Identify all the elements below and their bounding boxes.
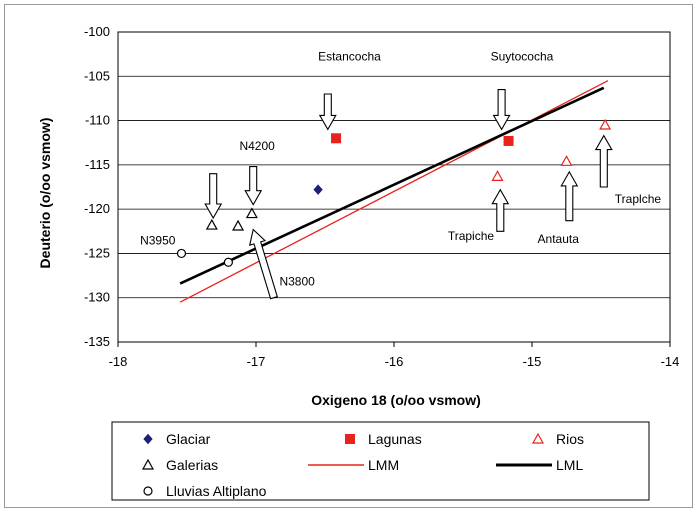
y-tick-label: -120 — [84, 201, 110, 216]
annotation-label: N3950 — [140, 234, 176, 248]
annotation-label: N3800 — [279, 274, 315, 288]
y-tick-label: -125 — [84, 245, 110, 260]
annotation-arrow — [594, 134, 613, 188]
point-lluvias-altiplano — [176, 248, 187, 259]
point-rios — [560, 155, 573, 166]
legend-label: LML — [556, 457, 583, 473]
annotation-arrow — [560, 170, 579, 222]
point-galerias — [205, 218, 218, 230]
point-lagunas — [331, 133, 342, 144]
chart-frame — [4, 4, 693, 508]
legend-label: Rios — [556, 431, 584, 447]
point-glaciar — [313, 184, 323, 195]
legend-box — [111, 421, 650, 501]
data-markers — [176, 118, 612, 267]
legend: Glaciar Lagunas Rios Galerias LMM LML Lluvias … — [111, 421, 650, 501]
legend-marker-lagunas — [345, 434, 355, 444]
x-axis-title: Oxigeno 18 (o/oo vsmow) — [311, 392, 481, 408]
series-line-lml — [179, 86, 605, 285]
point-rios — [599, 118, 612, 130]
annotation-label: Suytococha — [491, 49, 554, 63]
annotation-labels: Estancocha Suytococha N4200 N3950 N3800 Trapi… — [140, 49, 661, 288]
x-tick-label: -15 — [523, 354, 542, 369]
y-tick-label: -105 — [84, 68, 110, 83]
annotation-arrow — [318, 93, 337, 131]
annotation-label: N4200 — [239, 139, 275, 153]
legend-marker-lluvias-altiplano — [143, 486, 153, 496]
point-lluvias-altiplano — [223, 257, 233, 267]
annotation-arrow — [244, 166, 263, 206]
point-galerias — [232, 219, 245, 231]
annotation-arrow — [204, 173, 223, 220]
plot-area — [117, 31, 671, 343]
legend-marker-rios — [531, 432, 545, 444]
y-tick-label: -115 — [85, 157, 110, 172]
annotation-arrow — [491, 188, 510, 232]
annotation-label: Estancocha — [318, 49, 381, 63]
annotation-arrows — [204, 89, 613, 300]
annotation-arrow — [248, 228, 278, 300]
x-tick-label: -18 — [109, 354, 128, 369]
legend-label: Lluvias Altiplano — [166, 483, 267, 499]
series-lines — [179, 80, 609, 303]
legend-marker-galerias — [141, 458, 155, 470]
series-line-lmm — [179, 80, 609, 303]
legend-label: Galerias — [166, 457, 218, 473]
y-axis-title: Deuterio (o/oo vsmow) — [37, 118, 53, 269]
y-tick-label: -130 — [84, 290, 110, 305]
y-tick-label: -135 — [84, 334, 110, 349]
y-tick-label: -110 — [85, 113, 110, 128]
legend-label: Lagunas — [368, 431, 422, 447]
x-tick-label: -14 — [661, 354, 680, 369]
legend-label: Glaciar — [166, 431, 211, 447]
grid-lines — [117, 75, 671, 347]
x-tick-label: -16 — [385, 354, 404, 369]
point-galerias — [245, 207, 258, 219]
annotation-arrow — [492, 89, 511, 131]
x-tick-label: -17 — [247, 354, 266, 369]
tick-labels: -100 -105 -110 -115 -120 -125 -130 -135 -18 -17 -1… — [84, 24, 679, 369]
legend-marker-glaciar — [143, 433, 153, 445]
point-lagunas — [503, 135, 514, 146]
point-rios — [491, 170, 504, 181]
annotation-label: Trapiche — [448, 229, 495, 243]
legend-label: LMM — [368, 457, 399, 473]
annotation-label: Traplche — [615, 192, 662, 206]
y-tick-label: -100 — [84, 24, 110, 39]
annotation-label: Antauta — [538, 232, 580, 246]
plot-border — [117, 31, 671, 343]
